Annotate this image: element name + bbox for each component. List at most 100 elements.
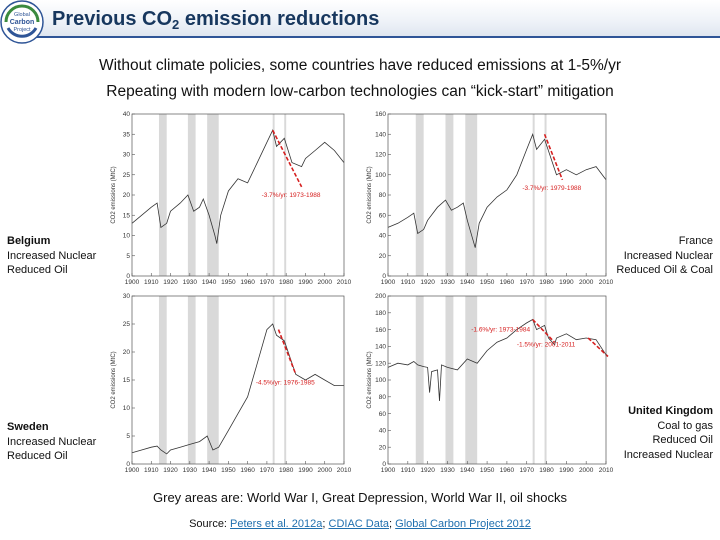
belgium-shaded-period-2 (207, 114, 219, 276)
uk-label: United Kingdom Coal to gas Reduced Oil I… (624, 404, 713, 462)
uk-ytick-label-7: 140 (375, 344, 386, 351)
subtitle-line-2: Repeating with modern low-carbon technol… (106, 83, 614, 100)
sweden-xtick-label-5: 1950 (221, 467, 236, 474)
uk-ytick-label-3: 60 (379, 411, 387, 418)
france-ytick-label-0: 0 (382, 273, 386, 280)
france-xtick-label-2: 1920 (420, 279, 435, 286)
uk-line-2: Reduced Oil (652, 434, 713, 446)
belgium-shaded-period-4 (284, 114, 287, 276)
uk-xtick-label-7: 1970 (519, 467, 534, 474)
belgium-series-line (131, 129, 345, 244)
belgium-y-axis-label: CO2 emissions (MtC) (111, 166, 117, 223)
uk-xtick-label-8: 1980 (539, 467, 554, 474)
logo-line-3: Project (13, 27, 31, 33)
title-subscript: 2 (172, 17, 180, 32)
france-shaded-period-2 (465, 114, 478, 276)
france-label: France Increased Nuclear Reduced Oil & C… (616, 234, 713, 278)
belgium-ytick-label-2: 10 (123, 233, 131, 240)
france-line-2: Reduced Oil & Coal (616, 264, 713, 276)
logo-line-1: Global (14, 12, 30, 18)
france-xtick-label-1: 1910 (401, 279, 416, 286)
france-y-axis-label: CO2 emissions (MtC) (367, 166, 373, 223)
france-xtick-label-11: 2010 (599, 279, 614, 286)
belgium-trend-line-0 (271, 129, 303, 188)
sweden-shaded-period-0 (158, 296, 167, 464)
belgium-xtick-label-10: 2000 (317, 279, 332, 286)
sweden-ytick-label-2: 10 (123, 405, 131, 412)
sweden-xtick-label-4: 1940 (202, 467, 217, 474)
uk-plot-frame (387, 295, 607, 465)
belgium-xtick-label-6: 1960 (240, 279, 255, 286)
belgium-ytick-label-8: 40 (123, 111, 131, 118)
france-trend-label-0: -3.7%/yr: 1979-1988 (522, 185, 581, 192)
france-chart: 0 20 40 60 80 100 120 140 160 1900 1910 1920 1930 194… (367, 111, 614, 286)
source-link-cdiac[interactable]: CDIAC Data (328, 518, 390, 530)
belgium-label: Belgium Increased Nuclear Reduced Oil (7, 234, 96, 278)
france-ytick-label-4: 80 (379, 192, 387, 199)
sweden-xtick-label-9: 1990 (298, 467, 313, 474)
sweden-xtick-label-1: 1910 (144, 467, 159, 474)
uk-ytick-label-8: 160 (375, 327, 386, 334)
belgium-ytick-label-5: 25 (123, 172, 131, 179)
uk-ytick-label-2: 40 (379, 428, 387, 435)
belgium-xtick-label-9: 1990 (298, 279, 313, 286)
belgium-ytick-label-1: 5 (126, 253, 130, 260)
belgium-line-2: Reduced Oil (7, 264, 68, 276)
uk-xtick-label-2: 1920 (420, 467, 435, 474)
france-shaded-period-0 (415, 114, 424, 276)
belgium-xtick-label-0: 1900 (125, 279, 140, 286)
sweden-xtick-label-6: 1960 (240, 467, 255, 474)
sweden-trend-line-0 (277, 329, 297, 375)
sweden-line-1: Increased Nuclear (7, 435, 97, 448)
sweden-shaded-period-3 (272, 296, 275, 464)
uk-xtick-label-6: 1960 (500, 467, 515, 474)
belgium-ytick-label-6: 30 (123, 152, 131, 159)
uk-line-1: Coal to gas (657, 419, 713, 432)
uk-ytick-label-5: 100 (375, 377, 386, 384)
uk-shaded-period-1 (445, 296, 454, 464)
uk-trend-line-0 (532, 318, 556, 343)
belgium-ytick-label-3: 15 (123, 212, 131, 219)
global-carbon-project-logo-icon: Global Carbon Project (0, 0, 44, 44)
uk-trend-label-0: -1.6%/yr: 1973-1984 (471, 326, 530, 333)
belgium-xtick-label-8: 1980 (279, 279, 294, 286)
france-xtick-label-3: 1930 (440, 279, 455, 286)
header-rule (30, 36, 720, 38)
belgium-shaded-period-0 (158, 114, 167, 276)
belgium-name: Belgium (7, 235, 51, 247)
uk-shaded-period-4 (544, 296, 547, 464)
uk-line-3: Increased Nuclear (623, 448, 713, 461)
uk-ytick-label-10: 200 (375, 293, 386, 300)
sweden-plot-background (132, 296, 344, 464)
sweden-plot-frame (131, 295, 345, 465)
belgium-xtick-label-11: 2010 (337, 279, 352, 286)
uk-ytick-label-1: 20 (379, 444, 387, 451)
uk-ytick-label-6: 120 (375, 360, 386, 367)
grey-areas-note: Grey areas are: World War I, Great Depre… (153, 490, 567, 505)
france-ytick-label-5: 100 (375, 172, 386, 179)
source-link-gcp[interactable]: Global Carbon Project 2012 (395, 518, 531, 530)
source-sep-1: ; (322, 518, 329, 530)
source-link-peters[interactable]: Peters et al. 2012a (230, 518, 323, 530)
sweden-shaded-period-4 (284, 296, 287, 464)
header-band (30, 0, 720, 36)
belgium-xtick-label-5: 1950 (221, 279, 236, 286)
france-series-line (387, 133, 607, 248)
uk-xtick-label-5: 1950 (480, 467, 495, 474)
uk-name: United Kingdom (628, 405, 713, 417)
belgium-ytick-label-4: 20 (123, 192, 131, 199)
france-plot-background (388, 114, 606, 276)
uk-shaded-period-2 (465, 296, 478, 464)
france-xtick-label-6: 1960 (500, 279, 515, 286)
sweden-shaded-period-1 (187, 296, 196, 464)
sweden-xtick-label-11: 2010 (337, 467, 352, 474)
france-plot-frame (387, 113, 607, 277)
uk-trend-label-1: -1.5%/yr: 2001-2011 (517, 341, 576, 348)
uk-chart: 0 20 40 60 80 100 120 140 160 180 200 1900 1910 1920 1… (367, 293, 614, 474)
france-shaded-period-3 (532, 114, 535, 276)
uk-shaded-period-3 (532, 296, 535, 464)
uk-shaded-period-0 (415, 296, 424, 464)
sweden-xtick-label-7: 1970 (260, 467, 275, 474)
belgium-xtick-label-1: 1910 (144, 279, 159, 286)
sweden-xtick-label-2: 1920 (163, 467, 178, 474)
